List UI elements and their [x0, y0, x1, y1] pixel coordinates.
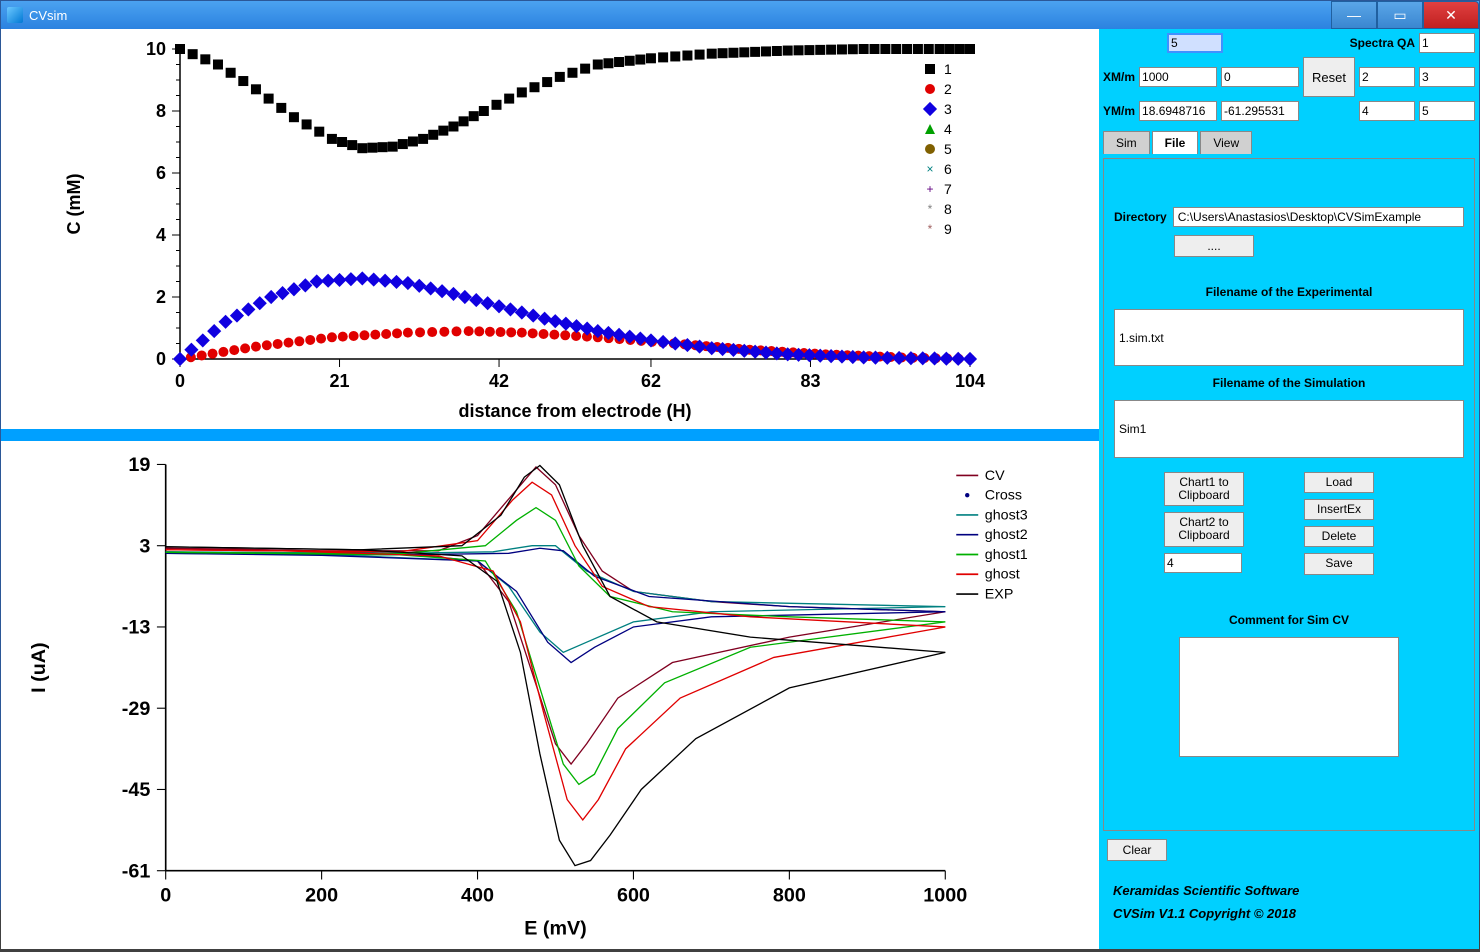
svg-text:8: 8: [944, 201, 952, 217]
svg-text:+: +: [926, 182, 933, 196]
svg-text:I (uA): I (uA): [28, 642, 50, 692]
exp-filename-input[interactable]: [1114, 309, 1464, 366]
app-icon: [7, 7, 23, 23]
svg-text:1000: 1000: [923, 884, 967, 906]
tab-file[interactable]: File: [1152, 131, 1199, 154]
svg-text:2: 2: [156, 287, 166, 307]
delete-button[interactable]: Delete: [1304, 526, 1374, 547]
svg-text:ghost2: ghost2: [985, 527, 1028, 543]
chart2-clipboard-button[interactable]: Chart2 to Clipboard: [1164, 512, 1244, 546]
svg-text:9: 9: [944, 221, 952, 237]
svg-text:-61: -61: [122, 860, 151, 882]
svg-text:EXP: EXP: [985, 586, 1014, 602]
svg-text:62: 62: [641, 371, 661, 391]
comment-label: Comment for Sim CV: [1114, 611, 1464, 629]
app-title: CVsim: [29, 8, 1331, 23]
svg-text:21: 21: [330, 371, 350, 391]
svg-text:*: *: [928, 202, 933, 216]
close-button[interactable]: ✕: [1423, 1, 1479, 29]
ym-label: YM/m: [1103, 104, 1135, 118]
svg-text:×: ×: [926, 162, 933, 176]
svg-text:4: 4: [156, 225, 166, 245]
svg-text:10: 10: [146, 39, 166, 59]
browse-button[interactable]: ....: [1174, 235, 1254, 257]
load-button[interactable]: Load: [1304, 472, 1374, 493]
xm-input-b[interactable]: [1221, 67, 1299, 87]
spectra-qa-input[interactable]: [1419, 33, 1475, 53]
file-panel: Directory .... Filename of the Experimen…: [1103, 158, 1475, 831]
chart1-clipboard-button[interactable]: Chart1 to Clipboard: [1164, 472, 1244, 506]
chart-divider: [1, 429, 1099, 441]
grid-input-5[interactable]: [1419, 101, 1475, 121]
svg-text:distance from electrode (H): distance from electrode (H): [458, 401, 691, 421]
svg-text:Cross: Cross: [985, 488, 1022, 504]
svg-text:19: 19: [128, 454, 150, 476]
svg-text:0: 0: [175, 371, 185, 391]
tab-sim[interactable]: Sim: [1103, 131, 1150, 154]
chart1-area: 0214262831040246810distance from electro…: [1, 29, 1099, 429]
svg-text:-29: -29: [122, 698, 151, 720]
titlebar: CVsim — ▭ ✕: [1, 1, 1479, 29]
svg-text:0: 0: [160, 884, 171, 906]
tab-view[interactable]: View: [1200, 131, 1252, 154]
svg-text:400: 400: [461, 884, 494, 906]
num-input[interactable]: [1164, 553, 1242, 573]
comment-textarea[interactable]: [1179, 637, 1399, 757]
svg-text:6: 6: [156, 163, 166, 183]
top-input-1[interactable]: [1167, 33, 1223, 53]
xm-input-a[interactable]: [1139, 67, 1217, 87]
directory-label: Directory: [1114, 210, 1167, 224]
svg-text:-45: -45: [122, 779, 151, 801]
grid-input-4[interactable]: [1359, 101, 1415, 121]
svg-text:0: 0: [156, 349, 166, 369]
svg-text:104: 104: [955, 371, 985, 391]
svg-text:83: 83: [800, 371, 820, 391]
exp-filename-header: Filename of the Experimental: [1114, 283, 1464, 301]
directory-input[interactable]: [1173, 207, 1464, 227]
chart2-area: 0 200 400 600 800 1000 -61 -45 -29 -13 3 19 E (mV) I …: [1, 441, 1099, 949]
svg-text:4: 4: [944, 121, 952, 137]
insert-button[interactable]: InsertEx: [1304, 499, 1374, 520]
sim-filename-header: Filename of the Simulation: [1114, 374, 1464, 392]
svg-text:E (mV): E (mV): [524, 917, 587, 939]
svg-text:42: 42: [489, 371, 509, 391]
svg-text:-13: -13: [122, 617, 151, 639]
footer-company: Keramidas Scientific Software: [1103, 879, 1475, 902]
save-button[interactable]: Save: [1304, 553, 1374, 574]
svg-text:7: 7: [944, 181, 952, 197]
ym-input-b[interactable]: [1221, 101, 1299, 121]
grid-input-3[interactable]: [1419, 67, 1475, 87]
svg-text:*: *: [928, 222, 933, 236]
ym-input-a[interactable]: [1139, 101, 1217, 121]
svg-text:1: 1: [944, 61, 952, 77]
svg-text:5: 5: [944, 141, 952, 157]
maximize-button[interactable]: ▭: [1377, 1, 1423, 29]
svg-text:ghost1: ghost1: [985, 547, 1028, 563]
tab-bar: Sim File View: [1103, 131, 1475, 154]
svg-text:2: 2: [944, 81, 952, 97]
svg-text:8: 8: [156, 101, 166, 121]
sim-filename-input[interactable]: [1114, 400, 1464, 457]
svg-text:800: 800: [773, 884, 806, 906]
svg-text:3: 3: [944, 101, 952, 117]
svg-text:3: 3: [139, 535, 150, 557]
reset-button[interactable]: Reset: [1303, 57, 1355, 97]
svg-text:C (mM): C (mM): [64, 174, 84, 235]
svg-text:ghost3: ghost3: [985, 507, 1028, 523]
svg-text:ghost: ghost: [985, 567, 1020, 583]
svg-text:600: 600: [617, 884, 650, 906]
grid-input-2[interactable]: [1359, 67, 1415, 87]
clear-button[interactable]: Clear: [1107, 839, 1167, 861]
svg-text:CV: CV: [985, 468, 1005, 484]
spectra-qa-label: Spectra QA: [1350, 36, 1415, 50]
footer-copyright: CVSim V1.1 Copyright © 2018: [1103, 902, 1475, 925]
minimize-button[interactable]: —: [1331, 1, 1377, 29]
svg-text:200: 200: [305, 884, 338, 906]
xm-label: XM/m: [1103, 70, 1135, 84]
svg-text:6: 6: [944, 161, 952, 177]
